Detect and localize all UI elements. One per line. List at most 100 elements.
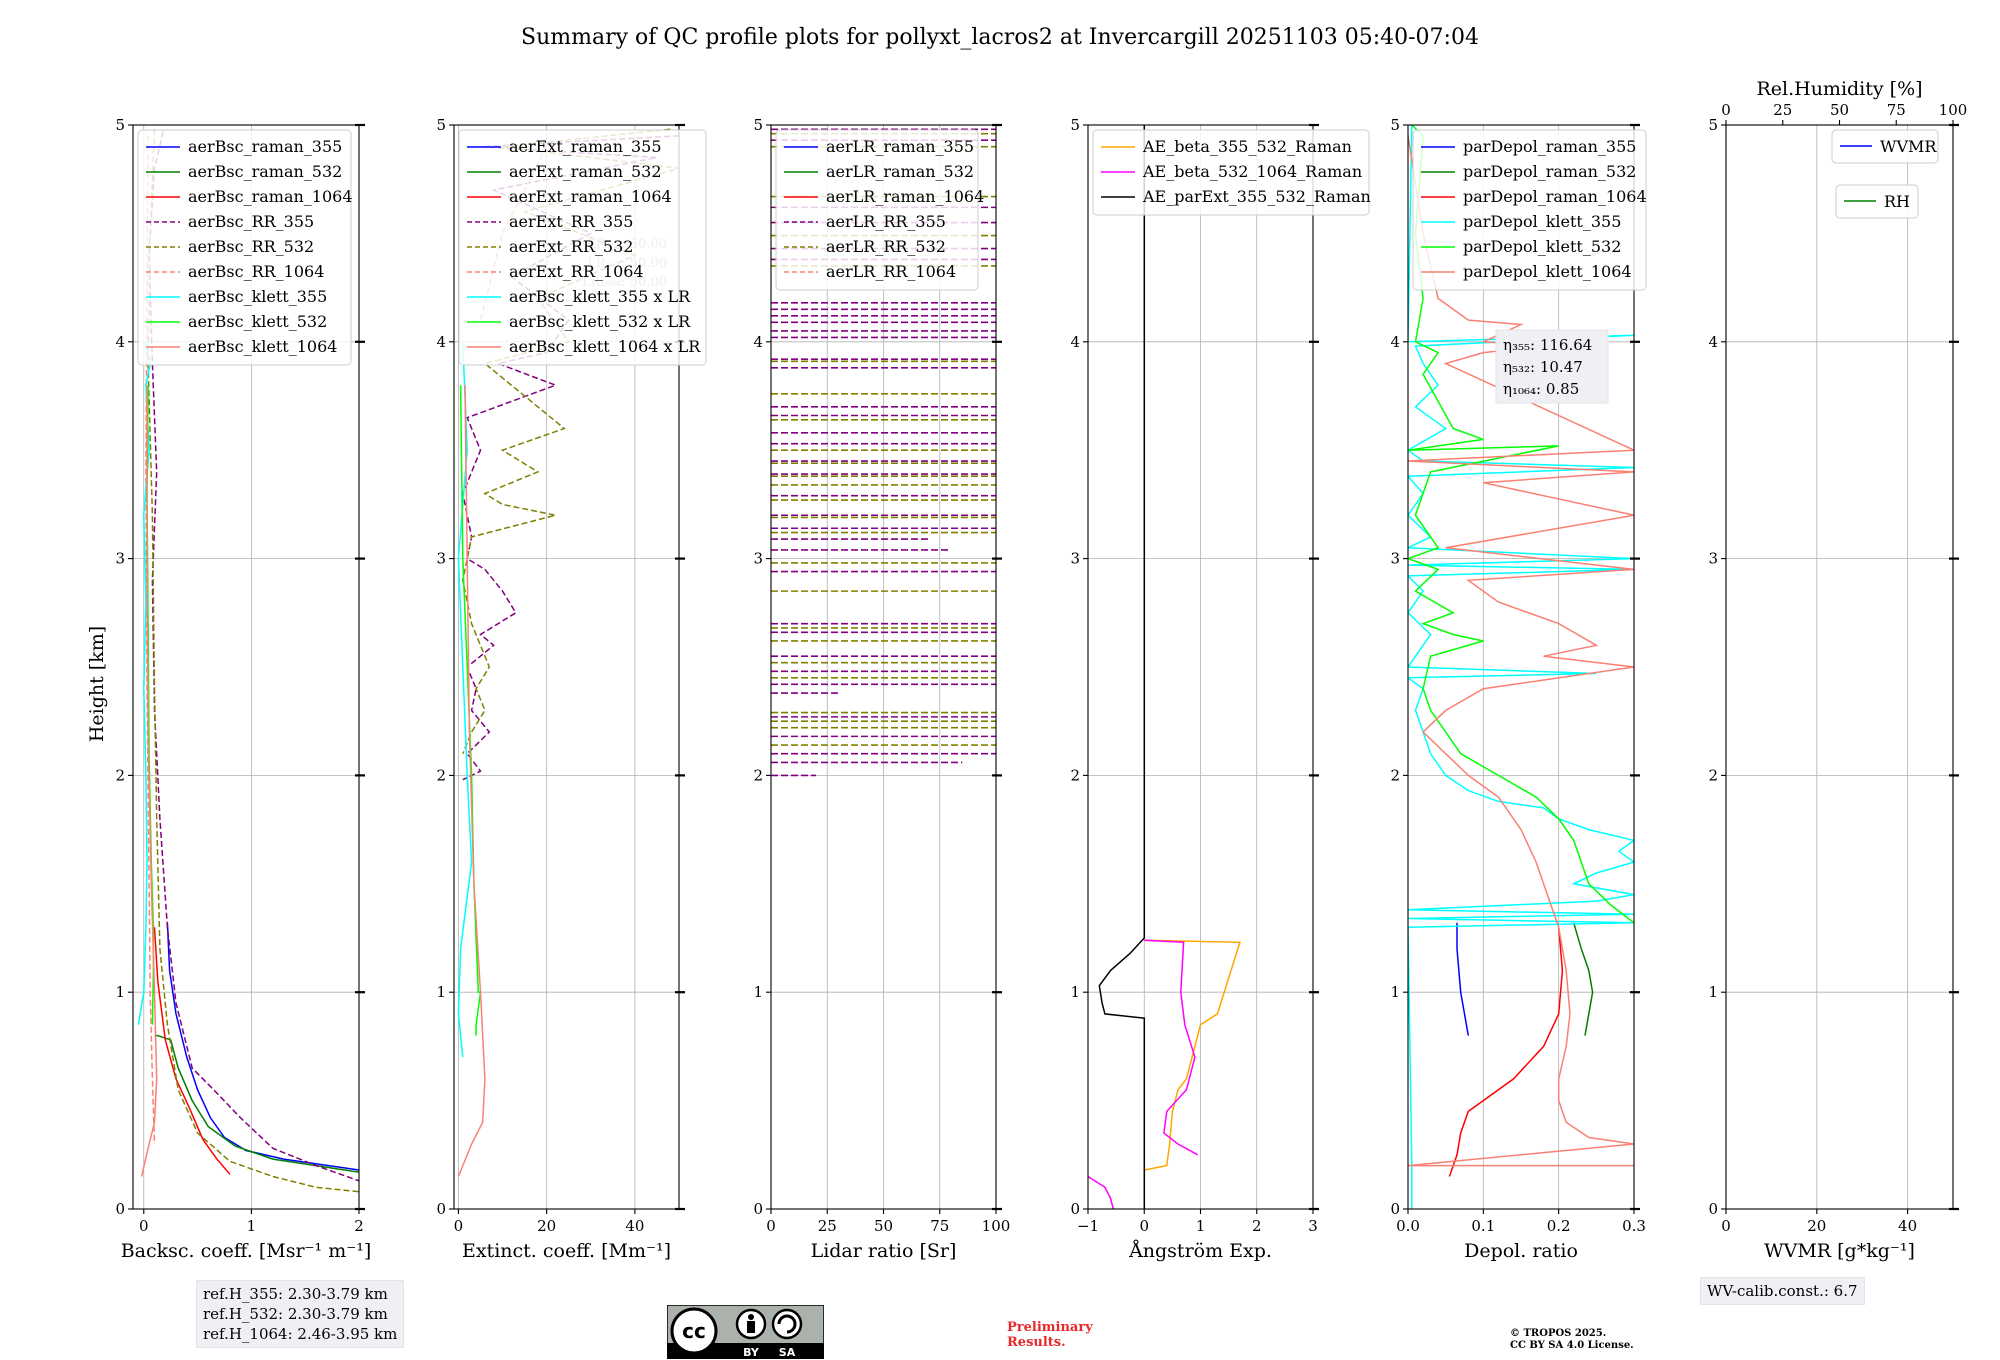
svg-text:cc: cc	[682, 1319, 706, 1343]
series-line-parDepol_raman_355	[1456, 922, 1470, 1036]
legend-label: aerBsc_klett_1064 x LR	[509, 337, 701, 356]
legend-label: AE_parExt_355_532_Raman	[1142, 187, 1371, 206]
eta-label: η₃₅₅: 116.64	[1503, 336, 1592, 354]
y-tick-label: 1	[115, 983, 125, 1001]
legend-box	[137, 129, 352, 366]
y-tick-label: 1	[753, 983, 763, 1001]
cc-license-logo: cc BY SA	[667, 1305, 824, 1359]
panel-lidar_ratio: 0 25 50 75 100 0 1 2 3 4 5 Lidar ratio [Sr] aerLR_ra…	[753, 116, 1010, 1262]
x-tick-label: 40	[625, 1217, 644, 1235]
y-tick-label: 0	[753, 1200, 763, 1218]
x-tick-label: −1	[1077, 1217, 1099, 1235]
x-tick-label: 0	[1139, 1217, 1149, 1235]
legend-label: aerBsc_RR_1064	[188, 262, 324, 281]
legend-label: AE_beta_532_1064_Raman	[1142, 162, 1362, 181]
copyright-line-2: CC BY SA 4.0 License.	[1510, 1340, 1634, 1351]
x-tick-label: 0.0	[1396, 1217, 1420, 1235]
legend-box	[1092, 129, 1370, 216]
ref-height-1064: ref.H_1064: 2.46-3.95 km	[203, 1325, 398, 1343]
legend-label: aerLR_raman_532	[826, 162, 974, 181]
legend-box	[775, 129, 979, 291]
x-tick-label: 0	[139, 1217, 149, 1235]
preliminary-line-2: Results.	[1007, 1335, 1066, 1350]
svg-text:SA: SA	[779, 1346, 796, 1359]
ref-height-532: ref.H_532: 2.30-3.79 km	[203, 1305, 388, 1323]
eta-label: η₁₀₆₄: 0.85	[1503, 380, 1579, 398]
legend-label: aerBsc_raman_532	[188, 162, 342, 181]
axes-frame	[132, 124, 360, 1210]
legend-label: aerExt_raman_1064	[509, 187, 672, 206]
series-line-parDepol_klett_532	[1408, 125, 1634, 924]
legend-label: parDepol_klett_532	[1463, 237, 1621, 256]
y-tick-label: 5	[1070, 116, 1080, 134]
top-x-axis-label: Rel.Humidity [%]	[1756, 78, 1922, 100]
series-group	[1088, 125, 1241, 1209]
y-tick-label: 1	[436, 983, 446, 1001]
y-tick-label: 2	[1390, 766, 1400, 784]
legend-wvmr: WVMR	[1831, 129, 1939, 164]
legend: aerLR_raman_355 aerLR_raman_532 aerLR_rama…	[775, 129, 984, 291]
series-line-aerBsc_klett_1064	[140, 385, 158, 1177]
y-tick-label: 4	[1070, 333, 1080, 351]
y-tick-label: 2	[1070, 766, 1080, 784]
y-tick-label: 3	[436, 550, 446, 568]
y-tick-label: 5	[115, 116, 125, 134]
legend-rh: RH	[1835, 184, 1919, 219]
top-x-tick-label: 75	[1887, 101, 1906, 119]
x-tick-label: 0	[454, 1217, 464, 1235]
y-axis-label: Height [km]	[86, 626, 108, 742]
legend-label: aerLR_raman_355	[826, 137, 974, 156]
series-line-AE_beta_355_532_Raman	[1144, 939, 1241, 1171]
x-axis-label: WVMR [g*kg⁻¹]	[1764, 1240, 1915, 1262]
series-line-aerBsc_RR_355	[148, 131, 359, 1182]
y-tick-label: 3	[753, 550, 763, 568]
x-tick-label: 100	[982, 1217, 1011, 1235]
reference-heights-box: ref.H_355: 2.30-3.79 km ref.H_532: 2.30-…	[196, 1280, 405, 1348]
y-tick-label: 1	[1708, 983, 1718, 1001]
legend-label: aerBsc_klett_355 x LR	[509, 287, 691, 306]
panels-group: 0 1 2 0 1 2 3 4 5 Backsc. coeff. [Msr⁻¹ m⁻¹] aerBs…	[115, 78, 1967, 1262]
panel-wv: 0 20 40 0 1 2 3 4 5 WVMR [g*kg⁻¹] 0 25 50 75 100 Rel.Hu…	[1708, 78, 1967, 1262]
x-axis-label: Backsc. coeff. [Msr⁻¹ m⁻¹]	[121, 1240, 372, 1262]
series-line-aerBsc_RR_532	[147, 129, 359, 1193]
panel-depol: 0.0 0.1 0.2 0.3 0 1 2 3 4 5 Depol. ratio parDepol_r…	[1390, 116, 1646, 1262]
y-tick-label: 0	[1070, 1200, 1080, 1218]
y-tick-label: 5	[753, 116, 763, 134]
eta-label: η₅₃₂: 10.47	[1503, 358, 1583, 376]
legend-label: aerBsc_klett_532	[188, 312, 327, 331]
y-tick-label: 0	[115, 1200, 125, 1218]
wv-calibration-text: WV-calib.const.: 6.7	[1707, 1282, 1858, 1300]
top-x-tick-label: 25	[1773, 101, 1792, 119]
x-tick-label: 0	[766, 1217, 776, 1235]
y-tick-label: 1	[1070, 983, 1080, 1001]
y-tick-label: 2	[753, 766, 763, 784]
y-tick-label: 2	[1708, 766, 1718, 784]
x-axis-label: Ångström Exp.	[1128, 1240, 1272, 1262]
legend-label: aerBsc_raman_1064	[188, 187, 353, 206]
legend-label: aerBsc_klett_355	[188, 287, 327, 306]
legend-label: WVMR	[1880, 137, 1937, 156]
series-line-parDepol_raman_532	[1572, 922, 1594, 1036]
legend-label: aerLR_RR_532	[826, 237, 946, 256]
legend-label: aerLR_RR_1064	[826, 262, 956, 281]
legend-label: parDepol_raman_355	[1463, 137, 1636, 156]
x-tick-label: 0.1	[1471, 1217, 1495, 1235]
legend: aerBsc_raman_355 aerBsc_raman_532 aerBsc_r…	[137, 129, 353, 366]
y-tick-label: 1	[1390, 983, 1400, 1001]
x-axis-label: Extinct. coeff. [Mm⁻¹]	[462, 1240, 671, 1262]
legend-label: aerBsc_klett_532 x LR	[509, 312, 691, 331]
series-line-aerBsc_raman_355	[166, 922, 359, 1171]
axes-frame	[1725, 124, 1954, 1210]
legend-label: parDepol_klett_355	[1463, 212, 1621, 231]
series-line-parDepol_klett_1064	[1408, 135, 1634, 1167]
svg-text:BY: BY	[743, 1346, 760, 1359]
top-x-tick-label: 0	[1721, 101, 1731, 119]
y-tick-label: 5	[436, 116, 446, 134]
preliminary-results-note: Preliminary Results.	[1007, 1320, 1093, 1350]
x-tick-label: 0.3	[1622, 1217, 1646, 1235]
series-line-aerBsc_klett_1064 x LR	[457, 385, 486, 1177]
y-tick-label: 2	[115, 766, 125, 784]
eta-box	[1495, 329, 1609, 404]
x-tick-label: 75	[930, 1217, 949, 1235]
